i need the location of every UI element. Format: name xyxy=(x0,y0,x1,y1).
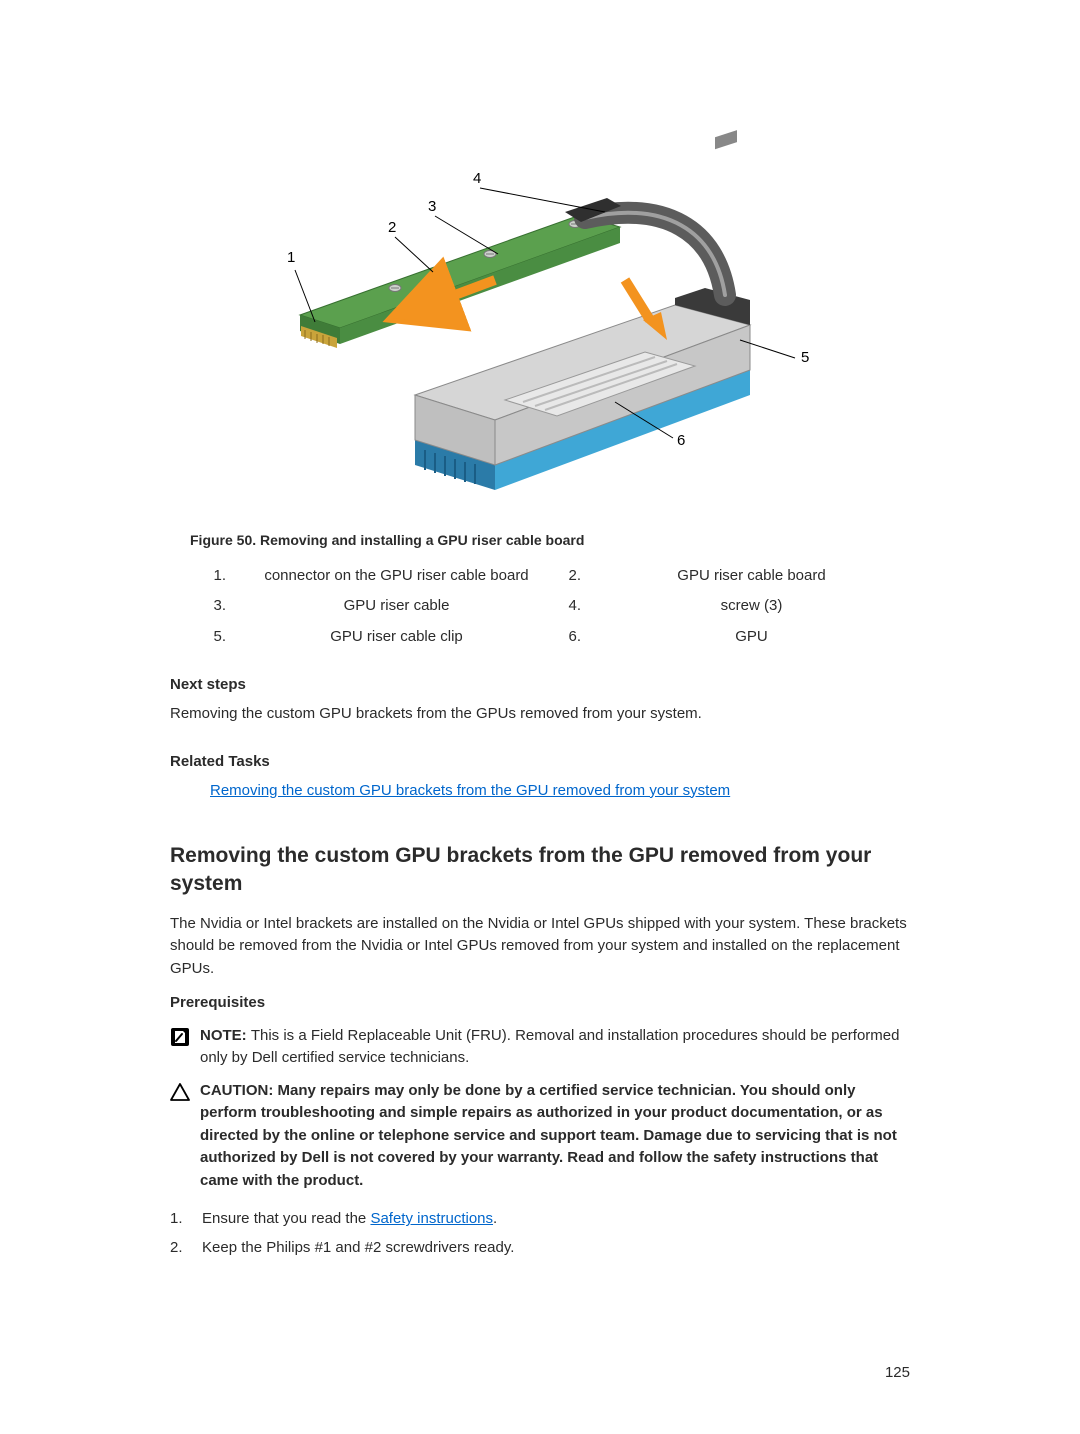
related-task-link[interactable]: Removing the custom GPU brackets from th… xyxy=(210,782,730,799)
page-number: 125 xyxy=(885,1362,910,1385)
riser-cable xyxy=(565,130,737,295)
step-number: 1. xyxy=(170,1208,188,1231)
legend-num: 5. xyxy=(208,626,230,649)
list-item: 1. Ensure that you read the Safety instr… xyxy=(170,1208,910,1231)
riser-board xyxy=(300,215,620,348)
gpu-body xyxy=(415,288,750,490)
step-number: 2. xyxy=(170,1237,188,1260)
figure-block: 1 2 3 4 5 6 Figure 50. Removing and inst… xyxy=(170,100,910,648)
safety-instructions-link[interactable]: Safety instructions xyxy=(370,1210,493,1227)
callout-6: 6 xyxy=(677,432,685,449)
legend-num: 2. xyxy=(563,565,585,588)
prereq-steps: 1. Ensure that you read the Safety instr… xyxy=(170,1208,910,1259)
legend-text: GPU xyxy=(593,626,910,649)
legend-text: screw (3) xyxy=(593,595,910,618)
note-body: This is a Field Replaceable Unit (FRU). … xyxy=(200,1027,899,1067)
callout-1: 1 xyxy=(287,249,295,266)
legend-num: 6. xyxy=(563,626,585,649)
figure-illustration: 1 2 3 4 5 6 xyxy=(245,100,835,500)
legend-num: 3. xyxy=(208,595,230,618)
caution-text: CAUTION: Many repairs may only be done b… xyxy=(200,1080,910,1193)
legend-text: connector on the GPU riser cable board xyxy=(238,565,555,588)
note-text: NOTE: This is a Field Replaceable Unit (… xyxy=(200,1025,910,1070)
legend-text: GPU riser cable clip xyxy=(238,626,555,649)
caution-icon xyxy=(170,1082,190,1102)
figure-legend: 1. connector on the GPU riser cable boar… xyxy=(208,565,910,649)
related-tasks-heading: Related Tasks xyxy=(170,751,910,774)
callout-5: 5 xyxy=(801,349,809,366)
callout-4: 4 xyxy=(473,170,481,187)
list-item: 2. Keep the Philips #1 and #2 screwdrive… xyxy=(170,1237,910,1260)
legend-num: 4. xyxy=(563,595,585,618)
section-title: Removing the custom GPU brackets from th… xyxy=(170,842,910,899)
caution-label: CAUTION: xyxy=(200,1082,278,1099)
legend-text: GPU riser cable xyxy=(238,595,555,618)
callout-3: 3 xyxy=(428,198,436,215)
caution-body: Many repairs may only be done by a certi… xyxy=(200,1082,897,1189)
next-steps-text: Removing the custom GPU brackets from th… xyxy=(170,703,910,726)
legend-num: 1. xyxy=(208,565,230,588)
step-text: Ensure that you read the Safety instruct… xyxy=(202,1208,497,1231)
note-label: NOTE: xyxy=(200,1027,251,1044)
next-steps-heading: Next steps xyxy=(170,674,910,697)
prerequisites-heading: Prerequisites xyxy=(170,992,910,1015)
section-intro: The Nvidia or Intel brackets are install… xyxy=(170,913,910,981)
legend-text: GPU riser cable board xyxy=(593,565,910,588)
figure-caption: Figure 50. Removing and installing a GPU… xyxy=(190,530,910,551)
callout-2: 2 xyxy=(388,219,396,236)
note-icon xyxy=(170,1027,190,1047)
note-block: NOTE: This is a Field Replaceable Unit (… xyxy=(170,1025,910,1070)
caution-block: CAUTION: Many repairs may only be done b… xyxy=(170,1080,910,1193)
step-text: Keep the Philips #1 and #2 screwdrivers … xyxy=(202,1237,514,1260)
